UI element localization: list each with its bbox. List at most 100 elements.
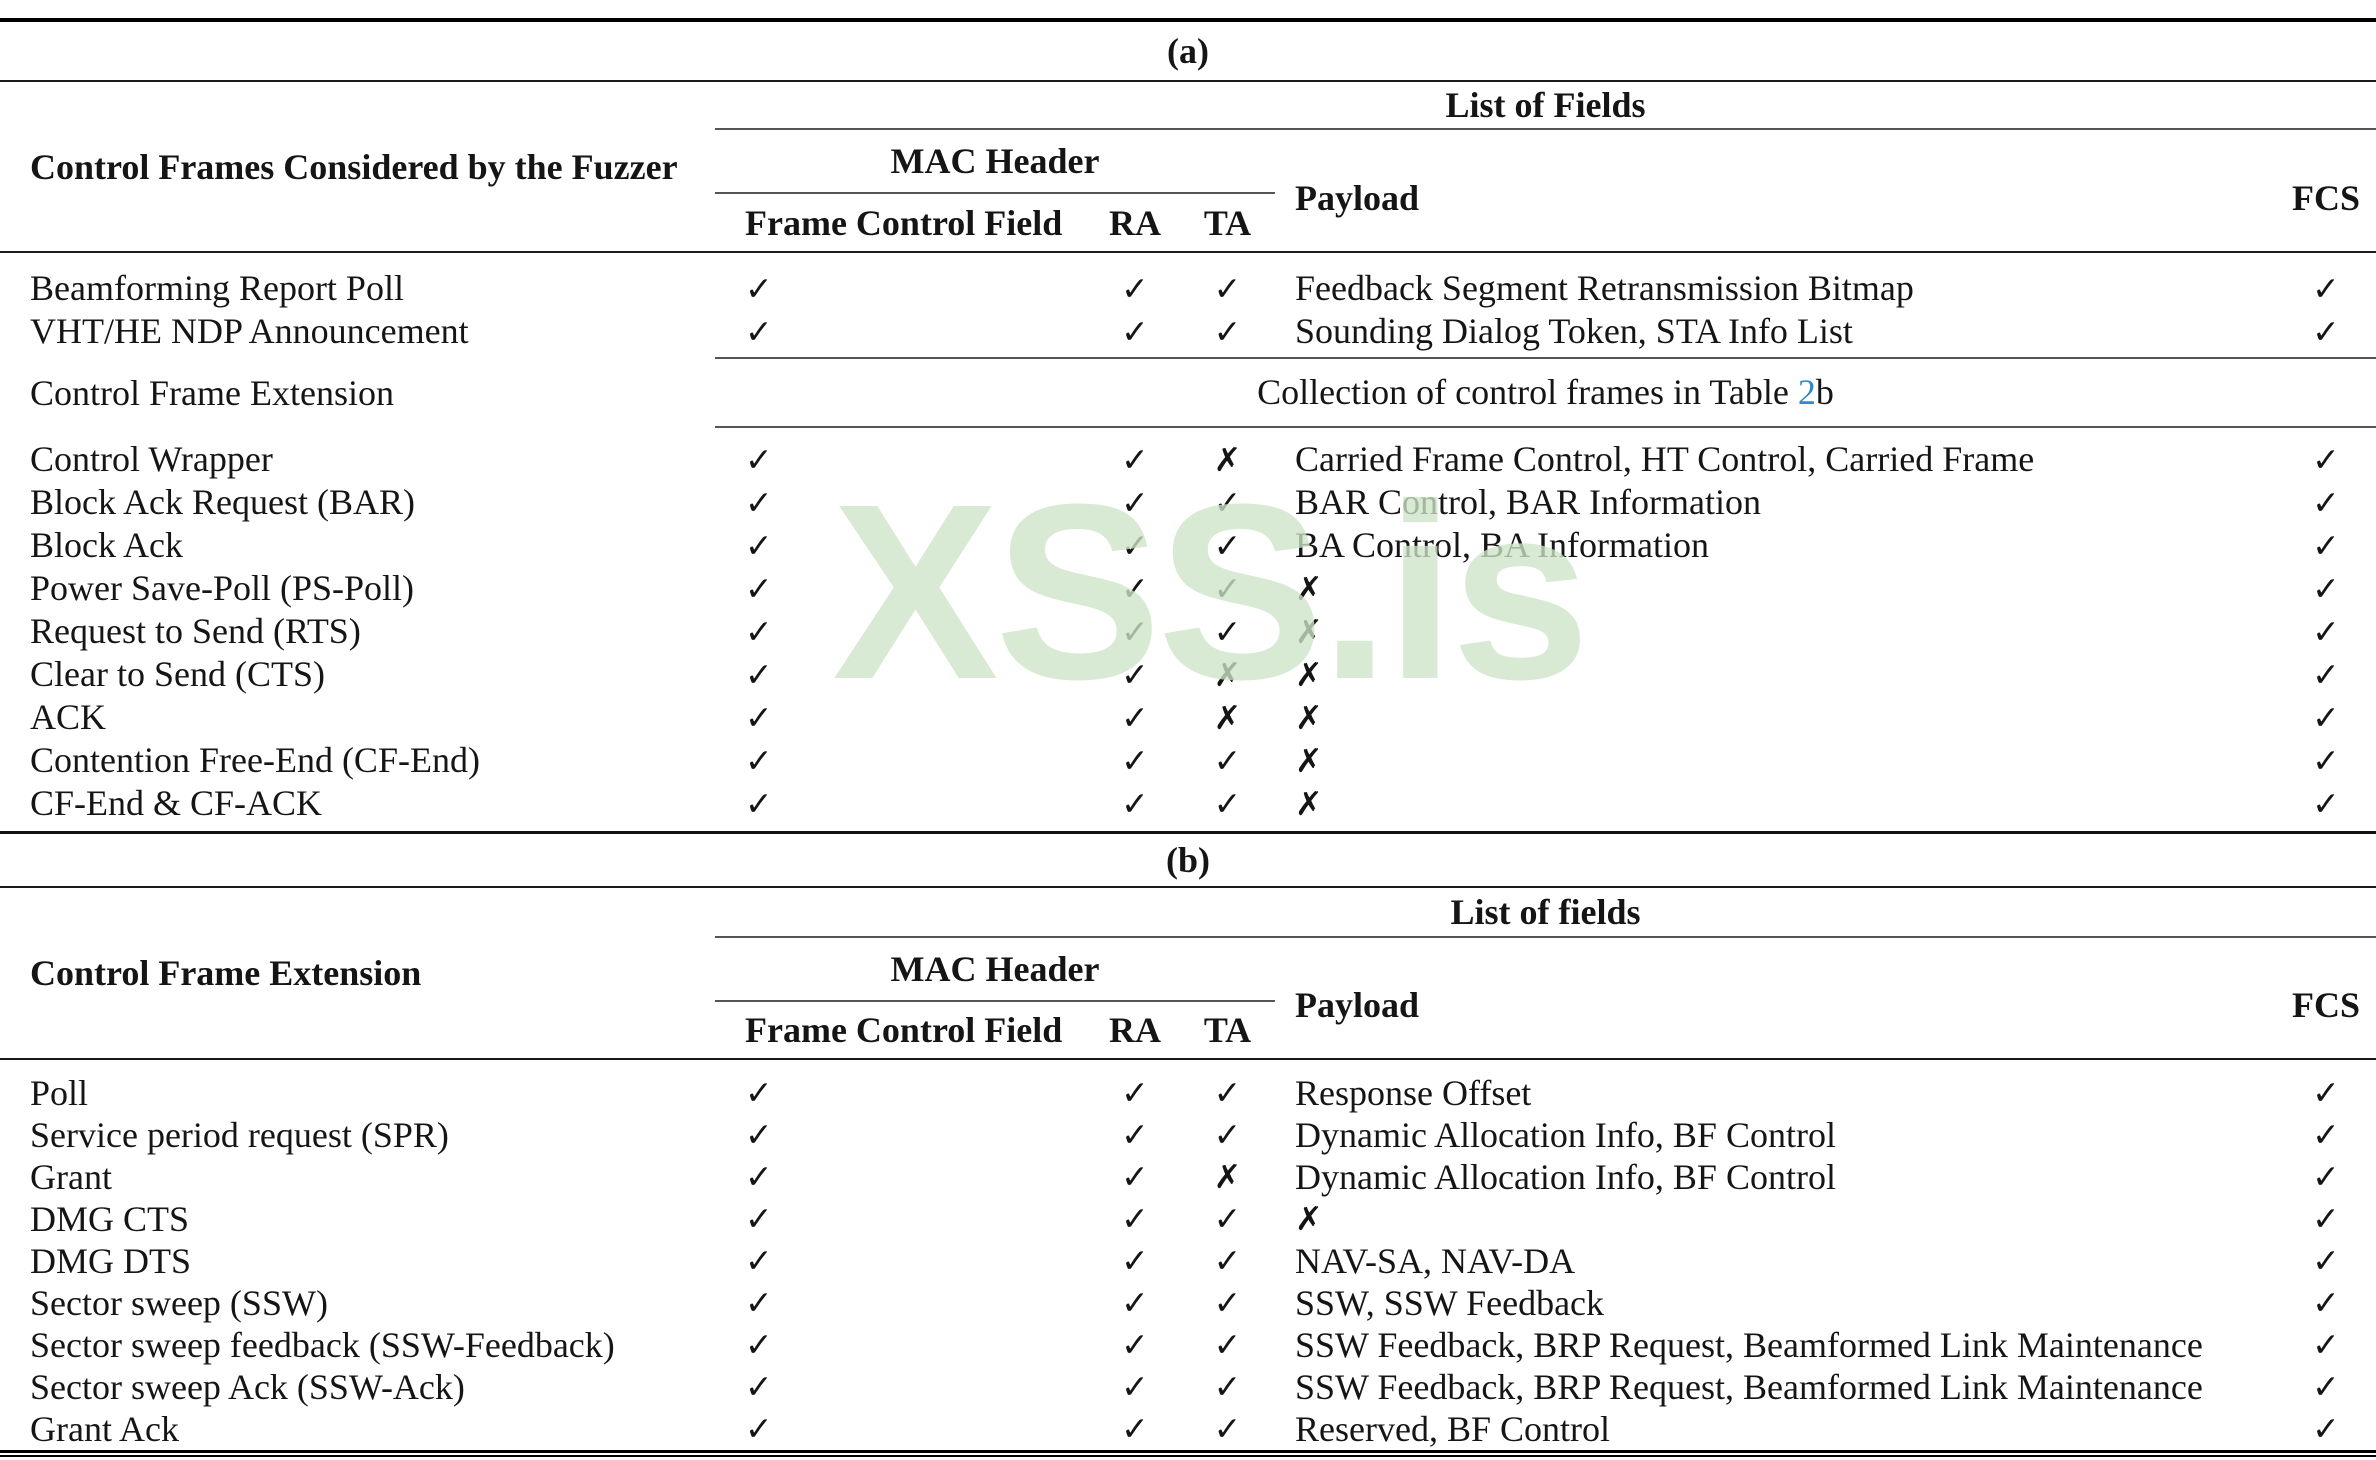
payload-cell: NAV-SA, NAV-DA: [1295, 1241, 1576, 1281]
table-row: Control Wrapper ✓ ✓ ✗ Carried Frame Control,…: [0, 438, 2376, 481]
ta-cell: ✓: [1213, 741, 1242, 780]
ra-cell: ✓: [1121, 741, 1149, 780]
fcf-cell: ✓: [745, 483, 773, 522]
ra-cell: ✓: [1121, 526, 1149, 565]
row-label: Sector sweep Ack (SSW-Ack): [30, 1367, 465, 1407]
ra-cell: ✓: [1121, 1073, 1149, 1112]
table-b-rows: Poll ✓ ✓ ✓ Response Offset ✓ Service period re…: [0, 1072, 2376, 1450]
payload-cell: Reserved, BF Control: [1295, 1409, 1610, 1449]
row-label: Request to Send (RTS): [30, 611, 361, 651]
table-row: Poll ✓ ✓ ✓ Response Offset ✓: [0, 1072, 2376, 1114]
ta-cell: ✓: [1213, 312, 1242, 351]
row-label: DMG DTS: [30, 1241, 192, 1281]
payload-cell: Dynamic Allocation Info, BF Control: [1295, 1115, 1836, 1155]
fcs-cell: ✓: [2312, 612, 2340, 651]
table-a-rows-top: Beamforming Report Poll ✓ ✓ ✓ Feedback Segme…: [0, 267, 2376, 353]
table-row: DMG DTS ✓ ✓ ✓ NAV-SA, NAV-DA ✓: [0, 1240, 2376, 1282]
table-row: Power Save-Poll (PS-Poll) ✓ ✓ ✓ ✗ ✓: [0, 567, 2376, 610]
payload-cell: ✗: [1295, 655, 1323, 694]
payload-cell: Response Offset: [1295, 1073, 1532, 1113]
fcf-cell: ✓: [745, 1409, 773, 1448]
table-row: Grant Ack ✓ ✓ ✓ Reserved, BF Control ✓: [0, 1408, 2376, 1450]
table-b-top-rule: [0, 886, 2376, 888]
fcf-cell: ✓: [745, 698, 773, 737]
fcs-cell: ✓: [2312, 741, 2340, 780]
table-row: CF-End & CF-ACK ✓ ✓ ✓ ✗ ✓: [0, 782, 2376, 825]
fcf-cell: ✓: [745, 784, 773, 823]
row-label: Control Frame Extension: [30, 372, 394, 413]
table-a-fcs-heading: FCS: [2291, 177, 2360, 218]
payload-cell: ✗: [1295, 784, 1323, 823]
ta-cell: ✓: [1213, 1409, 1242, 1448]
table-row: Sector sweep (SSW) ✓ ✓ ✓ SSW, SSW Feedback ✓: [0, 1282, 2376, 1324]
table-a-header-rule: [0, 251, 2376, 253]
payload-cell: ✗: [1295, 698, 1323, 737]
row-label: Sector sweep feedback (SSW-Feedback): [30, 1325, 615, 1365]
extension-note: Collection of control frames in Table 2b: [715, 357, 2376, 428]
top-margin: [0, 0, 2376, 18]
table-b-row-group-heading: Control Frame Extension: [30, 953, 422, 993]
table-b-body: Poll ✓ ✓ ✓ Response Offset ✓ Service period re…: [0, 1060, 2376, 1450]
table-row: Beamforming Report Poll ✓ ✓ ✓ Feedback Segme…: [0, 267, 2376, 310]
fcf-cell: ✓: [745, 1325, 773, 1364]
ta-cell: ✓: [1213, 1199, 1242, 1238]
table-row: VHT/HE NDP Announcement ✓ ✓ ✓ Sounding Dialo…: [0, 310, 2376, 353]
table-a-ta-heading: TA: [1203, 202, 1252, 243]
table-b-mac-header-heading: MAC Header: [715, 938, 1275, 1002]
row-label: DMG CTS: [30, 1199, 190, 1239]
payload-cell: Dynamic Allocation Info, BF Control: [1295, 1157, 1836, 1197]
table-b-header-rule: [0, 1058, 2376, 1060]
table-row: Sector sweep Ack (SSW-Ack) ✓ ✓ ✓ SSW Feedbac…: [0, 1366, 2376, 1408]
row-label: Service period request (SPR): [30, 1115, 449, 1155]
row-label: Contention Free-End (CF-End): [30, 740, 480, 780]
fcs-cell: ✓: [2312, 440, 2340, 479]
fcs-cell: ✓: [2312, 1367, 2340, 1406]
fcs-cell: ✓: [2312, 312, 2340, 351]
fcs-cell: ✓: [2312, 1157, 2340, 1196]
table-row: Block Ack Request (BAR) ✓ ✓ ✓ BAR Control, B…: [0, 481, 2376, 524]
fcs-cell: ✓: [2312, 269, 2340, 308]
ta-cell: ✓: [1213, 1367, 1242, 1406]
fcf-cell: ✓: [745, 655, 773, 694]
row-label: Clear to Send (CTS): [30, 654, 325, 694]
table-b-ra-heading: RA: [1109, 1010, 1161, 1050]
extension-note-suffix: b: [1815, 372, 1834, 412]
fcs-cell: ✓: [2312, 784, 2340, 823]
ta-cell: ✓: [1213, 1325, 1242, 1364]
fcs-cell: ✓: [2312, 526, 2340, 565]
ta-cell: ✓: [1213, 526, 1242, 565]
table-row: Request to Send (RTS) ✓ ✓ ✓ ✗ ✓: [0, 610, 2376, 653]
ra-cell: ✓: [1121, 1157, 1149, 1196]
row-label: Block Ack: [30, 525, 183, 565]
fcs-cell: ✓: [2312, 1115, 2340, 1154]
table-row: Service period request (SPR) ✓ ✓ ✓ Dynamic A…: [0, 1114, 2376, 1156]
ra-cell: ✓: [1121, 1283, 1149, 1322]
fcs-cell: ✓: [2312, 1325, 2340, 1364]
payload-cell: BA Control, BA Information: [1295, 525, 1709, 565]
ra-cell: ✓: [1121, 612, 1149, 651]
table-row: DMG CTS ✓ ✓ ✓ ✗ ✓: [0, 1198, 2376, 1240]
fcf-cell: ✓: [745, 1283, 773, 1322]
ta-cell: ✓: [1213, 1073, 1242, 1112]
row-label: Poll: [30, 1073, 89, 1113]
fcf-cell: ✓: [745, 569, 773, 608]
ra-cell: ✓: [1121, 1115, 1149, 1154]
fcs-cell: ✓: [2312, 698, 2340, 737]
fcf-cell: ✓: [745, 440, 773, 479]
table-2b-link[interactable]: 2: [1797, 372, 1816, 412]
fcf-cell: ✓: [745, 312, 773, 351]
table-b-ta-heading: TA: [1203, 1010, 1252, 1050]
table-a-frame-control-field-heading: Frame Control Field: [745, 202, 1063, 243]
payload-cell: ✗: [1295, 569, 1323, 608]
payload-cell: SSW, SSW Feedback: [1295, 1283, 1605, 1323]
payload-cell: ✗: [1295, 741, 1323, 780]
row-label: Sector sweep (SSW): [30, 1283, 328, 1323]
table-a-list-of-fields-heading: List of Fields: [715, 82, 2376, 130]
table-a-body: Beamforming Report Poll ✓ ✓ ✓ Feedback Segme…: [0, 253, 2376, 831]
payload-cell: ✗: [1295, 1199, 1323, 1238]
table-row-control-frame-extension: Control Frame Extension Collection of co…: [0, 357, 2376, 428]
fcf-cell: ✓: [745, 1073, 773, 1112]
ra-cell: ✓: [1121, 655, 1149, 694]
payload-cell: ✗: [1295, 612, 1323, 651]
